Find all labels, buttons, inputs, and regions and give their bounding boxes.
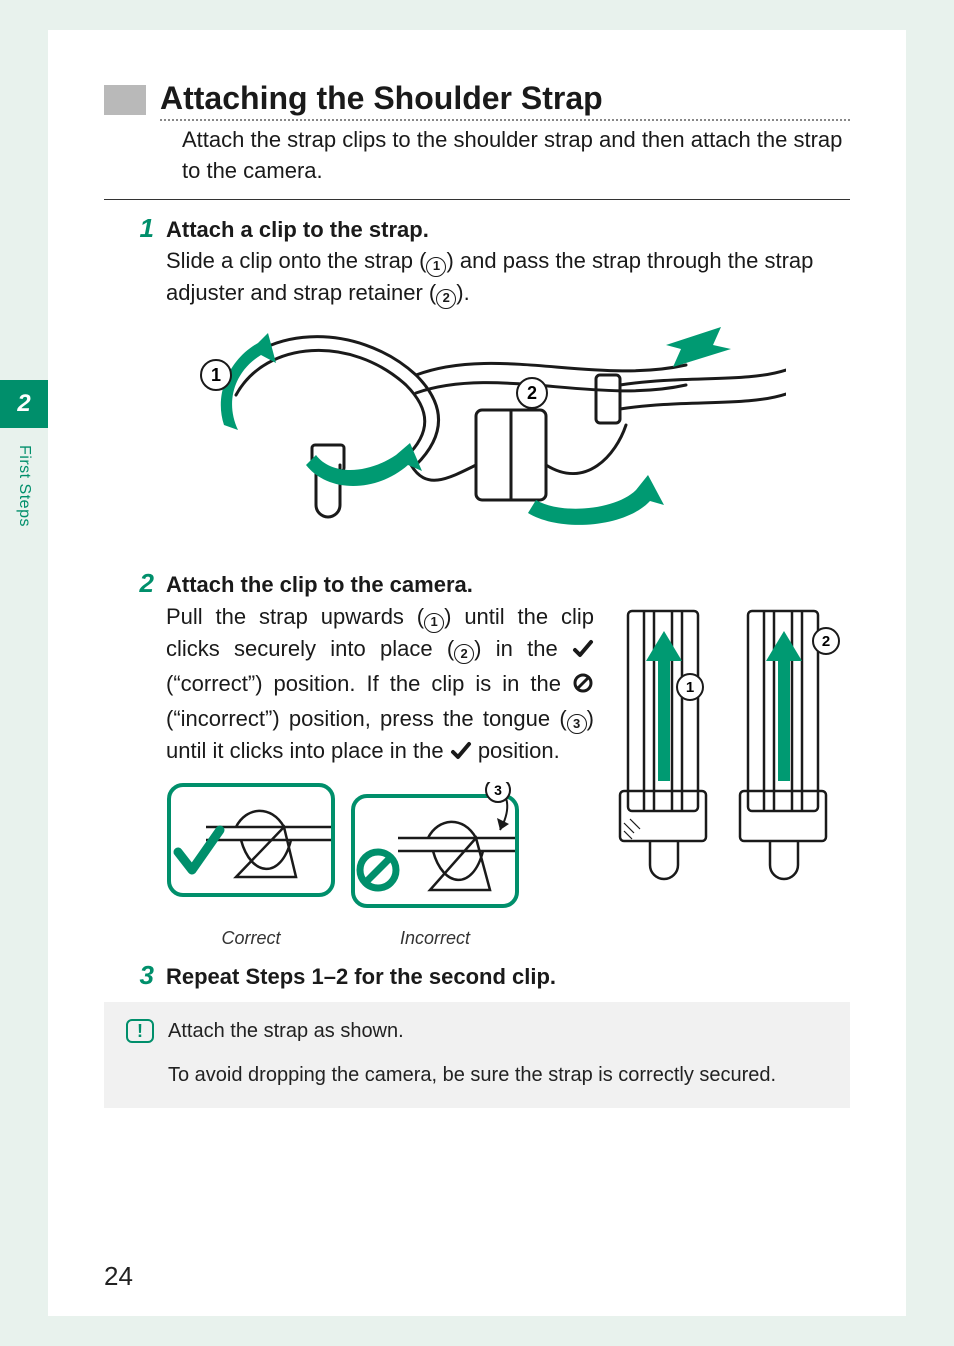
step2-text: Pull the strap upwards (1) until the cli…	[166, 601, 594, 950]
check-icon	[572, 636, 594, 668]
figure-incorrect: 3	[350, 782, 520, 912]
prohibit-icon	[572, 671, 594, 703]
t2d: (“correct”) position. If the clip is in …	[166, 671, 572, 696]
check-icon	[450, 738, 472, 770]
figure-step2-side: 1 2	[610, 601, 850, 901]
step-1: 1 Attach a clip to the strap. Slide a cl…	[104, 214, 850, 560]
chapter-number: 2	[17, 390, 30, 418]
step-text-a: Slide a clip onto the strap (	[166, 248, 426, 273]
step-title: Repeat Steps 1–2 for the second clip.	[166, 964, 556, 989]
caption-incorrect: Incorrect	[350, 925, 520, 951]
step-number: 1	[104, 214, 154, 560]
step-title: Attach the clip to the camera.	[166, 572, 473, 597]
page-number: 24	[104, 1261, 133, 1292]
callout-2-icon: 2	[436, 289, 456, 309]
step-title: Attach a clip to the strap.	[166, 217, 429, 242]
figure-correct-incorrect-row: Correct	[166, 782, 594, 951]
callout-3-label: 3	[494, 782, 502, 798]
figure-correct	[166, 782, 336, 912]
manual-page: 2 First Steps Attaching the Shoulder Str…	[48, 30, 906, 1316]
t2e: (“incorrect”) position, press the tongue…	[166, 706, 567, 731]
step-body: Attach a clip to the strap. Slide a clip…	[166, 214, 850, 560]
caution-line1: Attach the strap as shown.	[168, 1016, 404, 1046]
t2a: Pull the strap upwards (	[166, 604, 424, 629]
chapter-tab: 2	[0, 380, 48, 428]
heading-row: Attaching the Shoulder Strap	[104, 80, 850, 121]
step-text-c: ).	[456, 280, 469, 305]
callout-1-icon: 1	[424, 613, 444, 633]
caution-box: ! Attach the strap as shown. To avoid dr…	[104, 1002, 850, 1108]
callout-2-icon: 2	[454, 644, 474, 664]
chapter-label-vertical: First Steps	[0, 445, 48, 585]
intro-text: Attach the strap clips to the shoulder s…	[182, 125, 850, 187]
t2g: position.	[472, 738, 560, 763]
heading-marker-block	[104, 85, 146, 115]
callout-3-icon: 3	[567, 714, 587, 734]
callout-1-icon: 1	[426, 257, 446, 277]
caution-icon: !	[126, 1019, 154, 1043]
page-title: Attaching the Shoulder Strap	[160, 80, 850, 121]
svg-text:2: 2	[527, 383, 537, 403]
step-number: 3	[104, 961, 154, 993]
page-content: Attaching the Shoulder Strap Attach the …	[48, 30, 906, 1148]
figure-step1: 1 2	[166, 315, 786, 545]
svg-text:1: 1	[686, 679, 694, 696]
t2c: ) in the	[474, 636, 572, 661]
divider	[104, 199, 850, 200]
caption-correct: Correct	[166, 925, 336, 951]
svg-text:2: 2	[822, 633, 830, 650]
step-body: Attach the clip to the camera. Pull the …	[166, 569, 850, 950]
step-body: Repeat Steps 1–2 for the second clip.	[166, 961, 850, 993]
svg-text:1: 1	[211, 365, 221, 385]
step-3: 3 Repeat Steps 1–2 for the second clip.	[104, 961, 850, 993]
step-number: 2	[104, 569, 154, 950]
chapter-label: First Steps	[15, 445, 33, 527]
caution-line2: To avoid dropping the camera, be sure th…	[168, 1060, 828, 1090]
step-2: 2 Attach the clip to the camera. Pull th…	[104, 569, 850, 950]
